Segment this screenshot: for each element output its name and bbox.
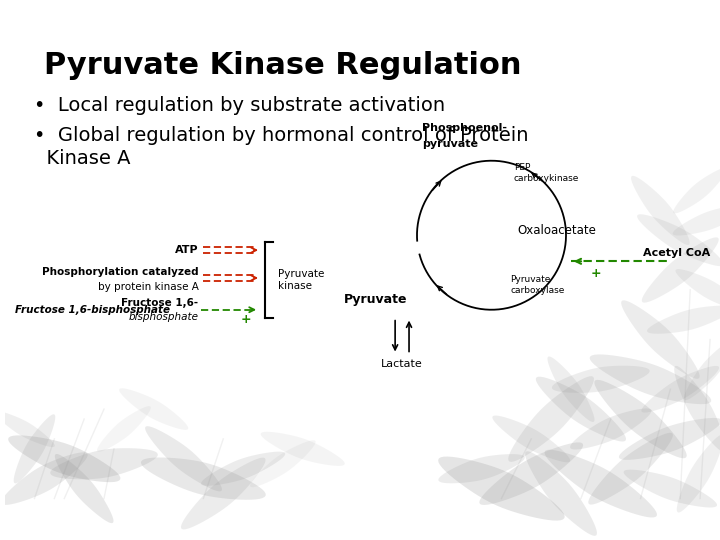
- Polygon shape: [642, 238, 719, 303]
- Text: Fructose 1,6-bisphosphate: Fructose 1,6-bisphosphate: [14, 305, 170, 315]
- Text: +: +: [240, 313, 251, 326]
- Polygon shape: [674, 366, 720, 453]
- Polygon shape: [637, 214, 720, 266]
- Polygon shape: [0, 411, 55, 447]
- Polygon shape: [525, 451, 597, 536]
- Text: Acetyl CoA: Acetyl CoA: [643, 248, 710, 258]
- Polygon shape: [250, 440, 315, 487]
- Polygon shape: [145, 426, 222, 491]
- Text: Phosphorylation catalyzed: Phosphorylation catalyzed: [42, 267, 199, 277]
- Polygon shape: [544, 450, 657, 517]
- Polygon shape: [1, 453, 88, 505]
- Polygon shape: [181, 458, 266, 529]
- Polygon shape: [624, 470, 717, 508]
- Polygon shape: [8, 435, 120, 482]
- Polygon shape: [508, 376, 594, 462]
- Text: Pyruvate: Pyruvate: [510, 275, 551, 284]
- Text: •  Local regulation by substrate activation: • Local regulation by substrate activati…: [35, 96, 446, 115]
- Text: Oxaloacetate: Oxaloacetate: [518, 224, 596, 237]
- Text: Pyruvate: Pyruvate: [343, 293, 407, 306]
- Polygon shape: [97, 406, 150, 452]
- Polygon shape: [675, 269, 720, 310]
- Polygon shape: [50, 448, 158, 480]
- Polygon shape: [480, 442, 583, 505]
- Polygon shape: [536, 377, 626, 442]
- Polygon shape: [438, 454, 525, 483]
- Text: ATP: ATP: [175, 245, 199, 255]
- Polygon shape: [261, 432, 345, 466]
- Polygon shape: [552, 366, 649, 393]
- Polygon shape: [621, 300, 700, 379]
- Polygon shape: [119, 388, 189, 430]
- Polygon shape: [590, 354, 711, 404]
- Text: carboxykinase: carboxykinase: [514, 174, 579, 183]
- Polygon shape: [547, 356, 595, 422]
- Text: by protein kinase A: by protein kinase A: [97, 282, 199, 292]
- Text: bisphosphate: bisphosphate: [128, 312, 199, 322]
- Text: PEP: PEP: [514, 163, 530, 172]
- Polygon shape: [201, 451, 285, 486]
- Polygon shape: [55, 454, 114, 523]
- Text: Fructose 1,6-: Fructose 1,6-: [121, 298, 199, 308]
- Text: carboxylase: carboxylase: [510, 286, 564, 295]
- Polygon shape: [647, 306, 720, 334]
- Text: Pyruvate
kinase: Pyruvate kinase: [278, 269, 324, 291]
- Text: Kinase A: Kinase A: [35, 149, 131, 168]
- Polygon shape: [673, 168, 720, 213]
- Polygon shape: [631, 176, 690, 245]
- Text: Pyruvate Kinase Regulation: Pyruvate Kinase Regulation: [45, 51, 522, 80]
- Polygon shape: [570, 408, 652, 449]
- Text: Lactate: Lactate: [381, 360, 423, 369]
- Polygon shape: [619, 418, 720, 460]
- Text: Phosphoenol-: Phosphoenol-: [422, 123, 507, 133]
- Text: pyruvate: pyruvate: [422, 139, 478, 149]
- Polygon shape: [684, 339, 720, 400]
- Text: +: +: [590, 267, 601, 280]
- Polygon shape: [141, 457, 266, 500]
- Polygon shape: [588, 433, 673, 504]
- Polygon shape: [677, 435, 720, 512]
- Polygon shape: [492, 415, 570, 462]
- Polygon shape: [672, 205, 720, 235]
- Text: •  Global regulation by hormonal control of Protein: • Global regulation by hormonal control …: [35, 126, 529, 145]
- Polygon shape: [438, 456, 564, 521]
- Polygon shape: [14, 414, 55, 483]
- Polygon shape: [642, 366, 719, 413]
- Polygon shape: [594, 380, 687, 458]
